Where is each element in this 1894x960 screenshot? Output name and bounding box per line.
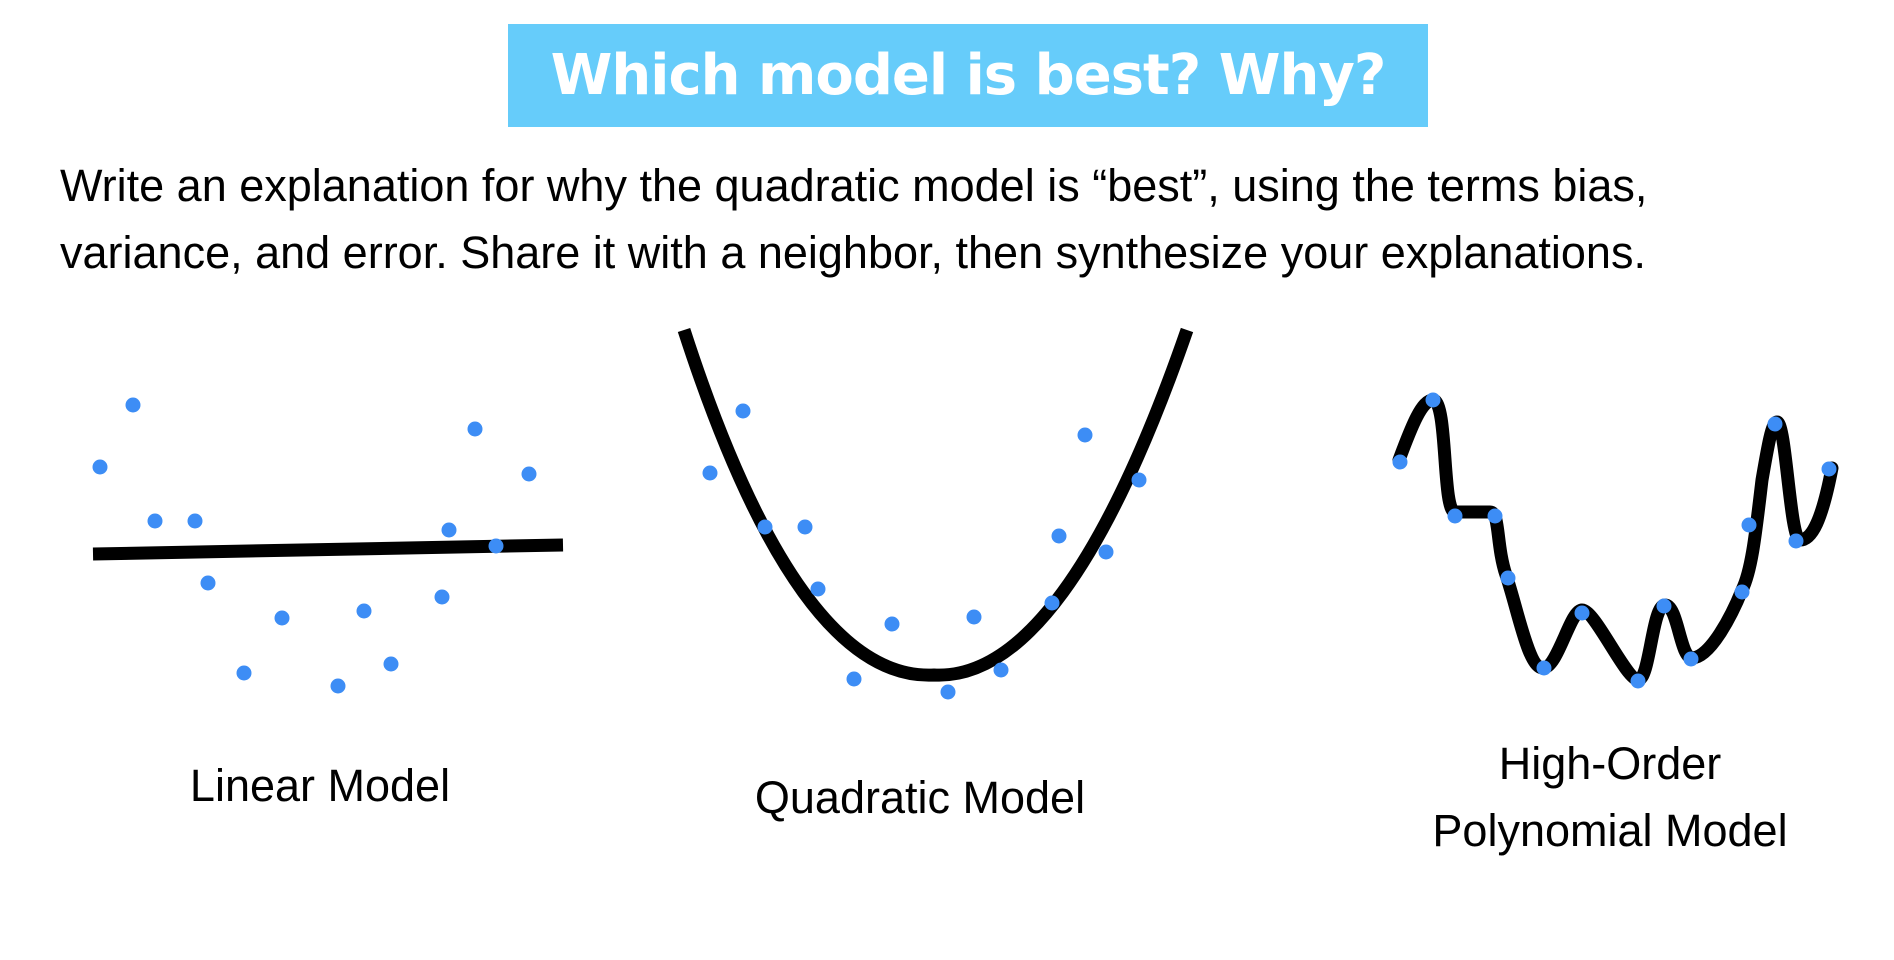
- quadratic-data-points: [702, 403, 1147, 700]
- data-point: [236, 665, 252, 681]
- data-point: [940, 684, 956, 700]
- data-point: [966, 609, 982, 625]
- data-point: [1044, 595, 1060, 611]
- polynomial-data-points: [1392, 392, 1837, 689]
- data-point: [441, 522, 457, 538]
- instructions-text: Write an explanation for why the quadrat…: [60, 152, 1860, 286]
- data-point: [1536, 660, 1552, 676]
- data-point: [125, 397, 141, 413]
- data-point: [884, 616, 900, 632]
- data-point: [1077, 427, 1093, 443]
- data-point: [846, 671, 862, 687]
- instructions-line-2: variance, and error. Share it with a nei…: [60, 227, 1646, 278]
- data-point: [1788, 533, 1804, 549]
- linear-fit-line: [92, 538, 564, 561]
- quadratic-model-label: Quadratic Model: [720, 764, 1120, 831]
- polynomial-model-diagram: [1392, 392, 1839, 689]
- data-point: [488, 538, 504, 554]
- data-point: [993, 662, 1009, 678]
- data-point: [1447, 508, 1463, 524]
- data-point: [1821, 461, 1837, 477]
- data-point: [1392, 454, 1408, 470]
- quadratic-model-diagram: [677, 327, 1194, 700]
- data-point: [1734, 584, 1750, 600]
- page-title: Which model is best? Why?: [550, 43, 1387, 108]
- linear-model-label: Linear Model: [120, 752, 520, 819]
- data-point: [1487, 508, 1503, 524]
- data-point: [757, 519, 773, 535]
- data-point: [200, 575, 216, 591]
- data-point: [1630, 673, 1646, 689]
- data-point: [330, 678, 346, 694]
- polynomial-model-label-line-1: High-Order: [1498, 738, 1722, 789]
- quadratic-model-label-line: Quadratic Model: [754, 772, 1086, 823]
- data-point: [467, 421, 483, 437]
- instructions-line-1: Write an explanation for why the quadrat…: [60, 160, 1648, 211]
- data-point: [797, 519, 813, 535]
- data-point: [702, 465, 718, 481]
- data-point: [521, 466, 537, 482]
- data-point: [274, 610, 290, 626]
- linear-model-diagram: [92, 397, 564, 694]
- data-point: [434, 589, 450, 605]
- title-banner: Which model is best? Why?: [508, 24, 1428, 127]
- data-point: [1683, 651, 1699, 667]
- data-point: [1741, 517, 1757, 533]
- polynomial-model-label: High-Order Polynomial Model: [1410, 730, 1810, 864]
- quadratic-fit-curve: [677, 327, 1194, 682]
- data-point: [1656, 598, 1672, 614]
- data-point: [735, 403, 751, 419]
- polynomial-fit-curve: [1392, 393, 1839, 687]
- data-point: [1098, 544, 1114, 560]
- data-point: [147, 513, 163, 529]
- polynomial-model-label-line-2: Polynomial Model: [1432, 805, 1788, 856]
- data-point: [1574, 605, 1590, 621]
- linear-model-label-line: Linear Model: [189, 760, 451, 811]
- data-point: [1131, 472, 1147, 488]
- linear-data-points: [92, 397, 537, 694]
- data-point: [187, 513, 203, 529]
- data-point: [810, 581, 826, 597]
- data-point: [383, 656, 399, 672]
- data-point: [1500, 570, 1516, 586]
- data-point: [1425, 392, 1441, 408]
- data-point: [356, 603, 372, 619]
- data-point: [1051, 528, 1067, 544]
- data-point: [92, 459, 108, 475]
- data-point: [1767, 416, 1783, 432]
